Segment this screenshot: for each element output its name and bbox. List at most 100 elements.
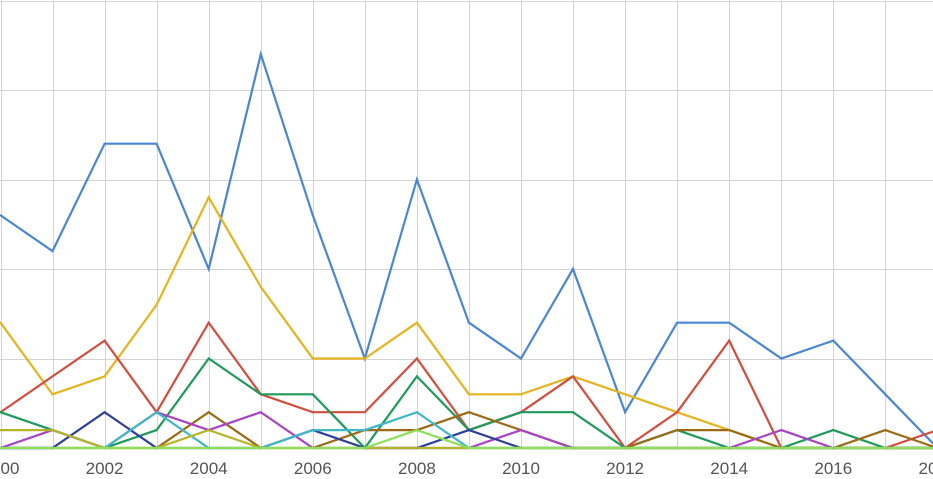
data-point-s2-2008 bbox=[415, 321, 418, 324]
data-point-s10-2007 bbox=[363, 446, 366, 450]
data-point-s5-2009 bbox=[467, 411, 470, 414]
data-point-s4-2000 bbox=[0, 411, 2, 414]
gridlines bbox=[0, 0, 933, 449]
data-point-s1-2001 bbox=[51, 250, 54, 253]
data-point-s10-2008 bbox=[415, 429, 418, 432]
data-point-s8-2007 bbox=[363, 429, 366, 432]
data-point-s2-2002 bbox=[103, 375, 106, 378]
data-point-s4-2003 bbox=[155, 429, 158, 432]
data-point-s2-2012 bbox=[624, 393, 627, 396]
data-point-s8-2008 bbox=[415, 411, 418, 414]
data-point-s1-2008 bbox=[415, 178, 418, 181]
data-point-s1-2003 bbox=[155, 142, 158, 145]
data-point-s10-2010 bbox=[519, 446, 523, 450]
data-point-s2-2001 bbox=[51, 393, 54, 396]
x-tick-label-2014: 2014 bbox=[710, 459, 748, 478]
data-point-s1-2016 bbox=[832, 339, 835, 342]
data-point-s9-2008 bbox=[415, 446, 418, 450]
data-point-s1-2014 bbox=[728, 321, 731, 324]
x-tick-label-2012: 2012 bbox=[606, 459, 644, 478]
data-point-s5-2014 bbox=[728, 429, 731, 432]
x-tick-label-2010: 2010 bbox=[502, 459, 540, 478]
data-point-s9-2004 bbox=[207, 429, 210, 432]
data-point-s5-2013 bbox=[676, 429, 679, 432]
data-point-s1-2002 bbox=[103, 142, 106, 145]
data-point-s1-2006 bbox=[311, 214, 314, 217]
data-point-s10-2005 bbox=[259, 446, 262, 450]
x-axis: 2000 2002 2004 2006 2008 2010 2012 2014 2016 2018 bbox=[0, 459, 933, 478]
data-point-s1-2017 bbox=[884, 393, 887, 396]
data-point-s3-2007 bbox=[363, 411, 366, 414]
data-point-s4-2008 bbox=[415, 375, 418, 378]
data-point-s1-2009 bbox=[467, 321, 470, 324]
data-point-s1-2011 bbox=[571, 267, 575, 271]
data-point-s10-2011 bbox=[571, 446, 575, 450]
data-point-s10-2013 bbox=[676, 446, 679, 450]
data-point-s3-2002 bbox=[103, 339, 106, 342]
x-tick-label-2016: 2016 bbox=[814, 459, 852, 478]
data-point-s4-2010 bbox=[519, 411, 523, 414]
data-point-s10-2002 bbox=[103, 446, 106, 450]
data-point-s8-2006 bbox=[311, 429, 314, 432]
data-point-s1-2013 bbox=[676, 321, 679, 324]
data-point-s4-2005 bbox=[259, 393, 262, 396]
data-point-s10-2009 bbox=[467, 446, 470, 450]
data-point-s7-2009 bbox=[467, 429, 470, 432]
data-point-s3-2006 bbox=[311, 411, 314, 414]
data-point-s7-2002 bbox=[103, 411, 106, 414]
data-point-s2-2006 bbox=[311, 357, 314, 360]
series-lines bbox=[0, 50, 933, 450]
data-point-s5-2004 bbox=[207, 411, 210, 414]
data-point-s5-2017 bbox=[884, 429, 887, 432]
data-point-s3-2011 bbox=[571, 375, 575, 378]
x-tick-label-2018: 2018 bbox=[918, 459, 933, 478]
data-point-s1-2015 bbox=[780, 357, 783, 360]
data-point-s2-2004 bbox=[207, 196, 210, 199]
data-point-s10-2000 bbox=[0, 446, 2, 450]
data-point-s1-2000 bbox=[0, 214, 2, 217]
data-point-s6-2010 bbox=[519, 429, 523, 432]
data-point-s9-2000 bbox=[0, 429, 2, 432]
data-point-s8-2003 bbox=[155, 411, 158, 414]
data-point-s2-2007 bbox=[363, 357, 366, 360]
series-points bbox=[0, 53, 887, 450]
x-tick-label-2000: 2000 bbox=[0, 459, 19, 478]
data-point-s10-2015 bbox=[780, 446, 783, 450]
data-point-s1-2012 bbox=[624, 411, 627, 414]
data-point-s2-2005 bbox=[259, 285, 262, 288]
data-point-s10-2003 bbox=[155, 446, 158, 450]
series-line-7 bbox=[0, 410, 933, 450]
data-point-s9-2001 bbox=[51, 429, 54, 432]
x-tick-label-2008: 2008 bbox=[398, 459, 436, 478]
data-point-s2-2003 bbox=[155, 303, 158, 306]
data-point-s3-2004 bbox=[207, 321, 210, 324]
series-line-2 bbox=[0, 195, 933, 450]
data-point-s3-2001 bbox=[51, 375, 54, 378]
data-point-s1-2005 bbox=[259, 53, 262, 56]
data-point-s2-2009 bbox=[467, 393, 470, 396]
data-point-s10-2006 bbox=[311, 446, 314, 450]
data-point-s3-2008 bbox=[415, 357, 418, 360]
data-point-s10-2004 bbox=[207, 446, 210, 450]
data-point-s3-2013 bbox=[676, 411, 679, 414]
x-tick-label-2002: 2002 bbox=[86, 459, 124, 478]
data-point-s4-2016 bbox=[832, 429, 835, 432]
data-point-s4-2006 bbox=[311, 393, 314, 396]
data-point-s3-2014 bbox=[728, 339, 731, 342]
data-point-s6-2015 bbox=[780, 429, 783, 432]
data-point-s10-2017 bbox=[884, 446, 887, 450]
data-point-s10-2014 bbox=[728, 446, 731, 450]
data-point-s2-2000 bbox=[0, 321, 2, 324]
data-point-s1-2004 bbox=[207, 267, 210, 271]
data-point-s10-2012 bbox=[624, 446, 627, 450]
x-tick-label-2006: 2006 bbox=[294, 459, 332, 478]
x-tick-label-2004: 2004 bbox=[190, 459, 228, 478]
data-point-s6-2005 bbox=[259, 411, 262, 414]
data-point-s4-2004 bbox=[207, 357, 210, 360]
data-point-s1-2010 bbox=[519, 357, 523, 360]
data-point-s10-2001 bbox=[51, 446, 54, 450]
data-point-s4-2011 bbox=[571, 411, 575, 414]
data-point-s10-2016 bbox=[832, 446, 835, 450]
data-point-s2-2010 bbox=[519, 393, 523, 396]
